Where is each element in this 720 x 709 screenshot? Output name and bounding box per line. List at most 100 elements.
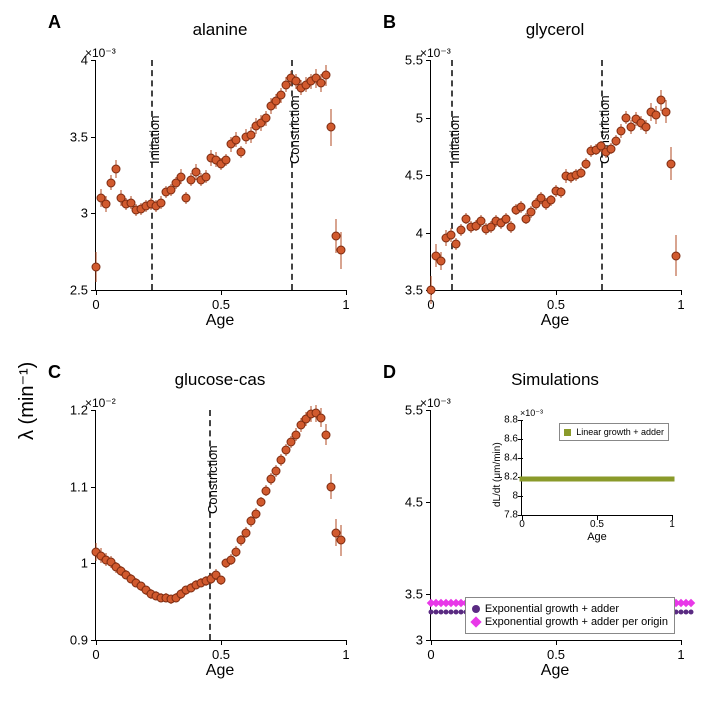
data-point [237,536,246,545]
plot-area-D: 00.5133.54.55.5Exponential growth + adde… [430,410,681,641]
data-point [577,168,586,177]
panel-title-B: glycerol [430,20,680,40]
data-point [652,111,661,120]
data-point [217,576,226,585]
xtick-label: 0.5 [212,647,230,662]
sim-point [689,610,694,615]
data-point [437,257,446,266]
ytick-label: 3.5 [58,129,88,144]
data-point [247,517,256,526]
data-point [272,467,281,476]
panel-label-A: A [48,12,61,33]
ytick-label: 3 [58,206,88,221]
data-point [262,486,271,495]
vline-label: Initiation [147,115,162,163]
panel-label-B: B [383,12,396,33]
data-point [317,79,326,88]
data-point [327,123,336,132]
xtick-label: 0 [92,297,99,312]
inset-plot: ×10⁻³00.517.888.28.48.68.8Linear growth … [521,420,672,516]
y-exponent-C: ×10⁻² [85,396,116,410]
data-point [292,430,301,439]
data-point [107,178,116,187]
xtick-label: 0 [92,647,99,662]
data-point [247,131,256,140]
y-exponent-B: ×10⁻³ [420,46,451,60]
data-point [182,194,191,203]
figure-ylabel: λ (min⁻¹) [14,362,39,440]
data-point [112,164,121,173]
data-point [227,555,236,564]
data-point [332,232,341,241]
panel-title-A: alanine [95,20,345,40]
xtick-label: 0.5 [212,297,230,312]
data-point [277,91,286,100]
plot-area-C: 00.510.911.11.2Constriction [95,410,346,641]
figure: λ (min⁻¹) A alanine ×10⁻³ 00.512.533.54I… [0,0,720,709]
panel-title-C: glucose-cas [95,370,345,390]
data-point [167,186,176,195]
data-point [507,222,516,231]
plot-area-B: 00.513.544.555.5InitiationConstriction [430,60,681,291]
data-point [322,71,331,80]
ytick-label: 5.5 [393,53,423,68]
ytick-label: 1.1 [58,479,88,494]
data-point [242,528,251,537]
data-point [447,230,456,239]
xtick-label: 1 [677,297,684,312]
panel-label-D: D [383,362,396,383]
xlabel-C: Age [95,662,345,680]
data-point [662,107,671,116]
data-point [627,122,636,131]
data-point [622,113,631,122]
xtick-label: 1 [342,297,349,312]
data-point [277,455,286,464]
data-point [202,172,211,181]
data-point [672,251,681,260]
data-point [527,207,536,216]
data-point [177,172,186,181]
data-point [287,438,296,447]
xtick-label: 1 [342,647,349,662]
data-point [582,159,591,168]
vline-label: Initiation [447,115,462,163]
xlabel-B: Age [430,312,680,330]
ytick-label: 1 [58,556,88,571]
data-point [607,144,616,153]
data-point [102,200,111,209]
sim-point [687,599,695,607]
data-point [317,413,326,422]
data-point [617,127,626,136]
data-point [547,196,556,205]
data-point [322,430,331,439]
panel-title-D: Simulations [430,370,680,390]
xlabel-A: Age [95,312,345,330]
data-point [642,122,651,131]
ytick-label: 1.2 [58,403,88,418]
data-point [237,148,246,157]
data-point [427,286,436,295]
ytick-label: 0.9 [58,633,88,648]
plot-area-A: 00.512.533.54InitiationConstriction [95,60,346,291]
legend-D: Exponential growth + adderExponential gr… [465,597,675,634]
ytick-label: 2.5 [58,283,88,298]
ytick-label: 3.5 [393,283,423,298]
data-point [327,482,336,491]
data-point [157,198,166,207]
data-point [92,263,101,272]
data-point [452,240,461,249]
y-exponent-D: ×10⁻³ [420,396,451,410]
data-point [267,475,276,484]
data-point [187,175,196,184]
y-exponent-A: ×10⁻³ [85,46,116,60]
ytick-label: 4.5 [393,168,423,183]
data-point [457,226,466,235]
data-point [257,498,266,507]
data-point [252,509,261,518]
data-point [517,203,526,212]
data-point [262,114,271,123]
data-point [222,155,231,164]
data-point [657,96,666,105]
data-point [282,445,291,454]
data-point [337,536,346,545]
